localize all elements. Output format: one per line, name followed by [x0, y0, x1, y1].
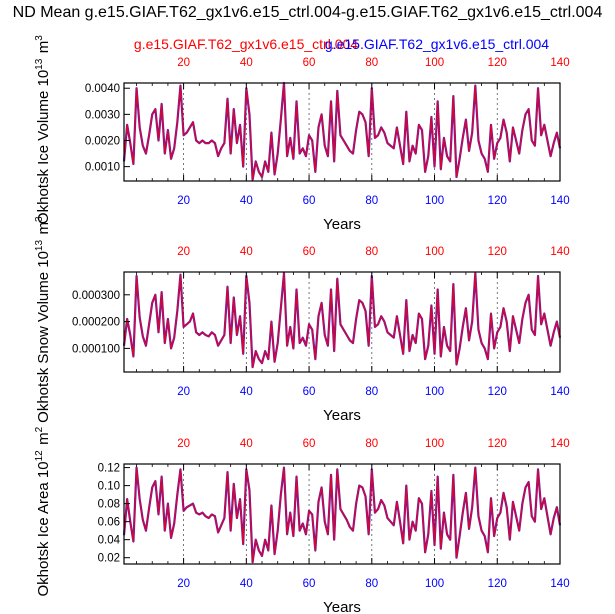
top-xtick-label: 20: [177, 246, 190, 258]
ytick-label: 0.06: [98, 517, 120, 529]
xaxis-label: Years: [323, 407, 361, 424]
ytick-label: 0.12: [98, 463, 120, 475]
yaxis-label: Okhotsk Snow Volume 1013 m3: [34, 215, 52, 423]
ytick-label: 0.000200: [72, 317, 120, 329]
top-xtick-label: 80: [365, 246, 378, 258]
xtick-label: 60: [303, 386, 316, 398]
top-xtick-label: 100: [425, 57, 444, 69]
ytick-label: 0.10: [98, 481, 120, 493]
panel-3: 0.02 0.04 0.06 0.08 0.10 0.12 20 40 60 80 100 120 14…: [34, 426, 570, 614]
xtick-label: 120: [488, 578, 507, 590]
ytick-label: 0.0030: [85, 109, 120, 121]
top-xtick-label: 60: [303, 438, 316, 450]
series-line-case2: [122, 272, 562, 369]
top-xtick-label: 80: [365, 57, 378, 69]
top-xtick-label: 60: [303, 57, 316, 69]
top-xtick-label: 120: [488, 438, 507, 450]
ytick-label: 0.000100: [72, 343, 120, 355]
ytick-label: 0.04: [98, 535, 121, 547]
xaxis-label: Years: [323, 599, 361, 614]
xtick-label: 40: [240, 386, 253, 398]
xtick-label: 100: [425, 386, 444, 398]
xtick-label: 100: [425, 578, 444, 590]
xaxis-label: Years: [323, 216, 361, 233]
plot-frame: [123, 82, 561, 182]
xtick-label: 40: [240, 578, 253, 590]
xtick-label: 20: [177, 578, 190, 590]
top-xtick-label: 140: [550, 438, 569, 450]
series-line-case2: [122, 81, 562, 181]
yaxis-label: Okhotsk Ice Area 1012 m2: [34, 426, 52, 597]
xtick-label: 20: [177, 386, 190, 398]
xtick-label: 60: [303, 578, 316, 590]
ytick-label: 0.08: [98, 499, 120, 511]
ytick-label: 0.02: [98, 553, 120, 565]
xtick-label: 80: [365, 386, 378, 398]
xtick-label: 80: [365, 195, 378, 207]
panel-2: 0.000100 0.000200 0.000300 20 40 60 80 100 120 14…: [34, 215, 570, 424]
legend-case1: g.e15.GIAF.T62_gx1v6.e15_ctrl.004: [134, 36, 358, 52]
main-title: ND Mean g.e15.GIAF.T62_gx1v6.e15_ctrl.00…: [12, 4, 603, 21]
xtick-label: 120: [488, 195, 507, 207]
top-xtick-label: 40: [240, 57, 253, 69]
top-xtick-label: 40: [240, 246, 253, 258]
series-line-case1: [123, 466, 561, 564]
xtick-label: 140: [550, 195, 569, 207]
top-xtick-label: 100: [425, 246, 444, 258]
ytick-label: 0.0040: [85, 83, 120, 95]
top-xtick-label: 100: [425, 438, 444, 450]
top-xtick-label: 120: [488, 246, 507, 258]
series-line-case1: [123, 82, 561, 181]
ytick-label: 0.0020: [85, 135, 120, 147]
yaxis-label: Okhotsk Ice Volume 1013 m3: [34, 34, 52, 224]
top-xtick-label: 20: [177, 57, 190, 69]
legend-case2: g.e15.GIAF.T62_gx1v6.e15_ctrl.004: [325, 36, 549, 52]
xtick-label: 80: [365, 578, 378, 590]
top-xtick-label: 40: [240, 438, 253, 450]
plot-frame: [123, 463, 561, 565]
ytick-label: 0.000300: [72, 290, 120, 302]
panel-1: g.e15.GIAF.T62_gx1v6.e15_ctrl.004g.e15.G…: [34, 34, 570, 233]
xtick-label: 120: [488, 386, 507, 398]
xtick-label: 20: [177, 195, 190, 207]
series-line-case1: [123, 272, 561, 368]
xtick-label: 40: [240, 195, 253, 207]
top-xtick-label: 140: [550, 57, 569, 69]
ytick-label: 0.0010: [85, 162, 120, 174]
top-xtick-label: 80: [365, 438, 378, 450]
top-xtick-label: 60: [303, 246, 316, 258]
top-xtick-label: 140: [550, 246, 569, 258]
xtick-label: 100: [425, 195, 444, 207]
xtick-label: 140: [550, 578, 569, 590]
top-xtick-label: 120: [488, 57, 507, 69]
series-line-case2: [122, 466, 562, 564]
xtick-label: 60: [303, 195, 316, 207]
xtick-label: 140: [550, 386, 569, 398]
top-xtick-label: 20: [177, 438, 190, 450]
